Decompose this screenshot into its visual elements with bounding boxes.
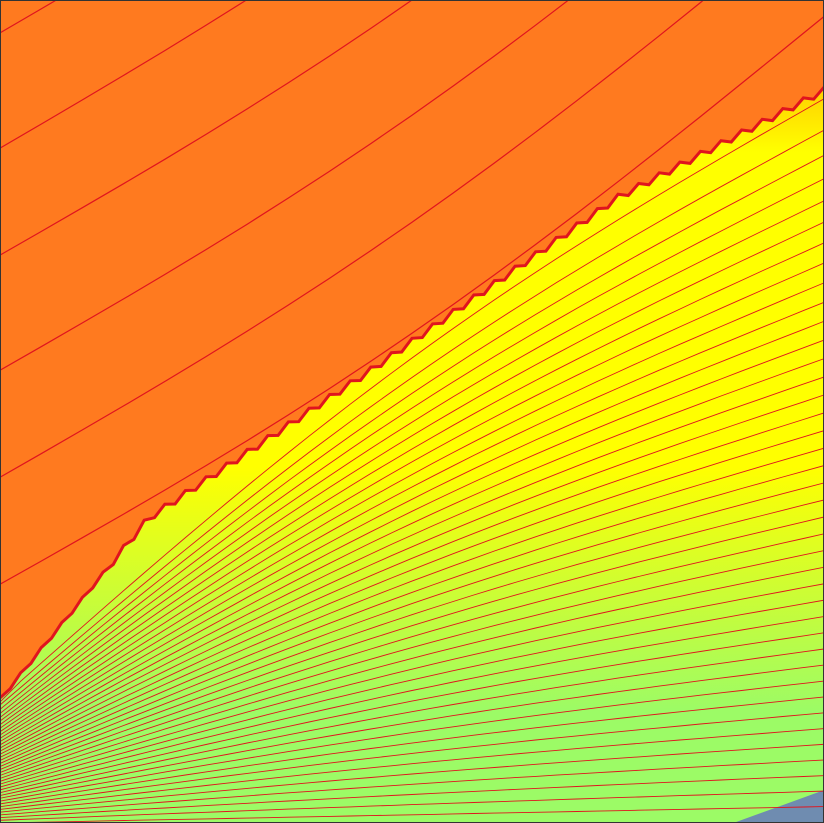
lower-contour-line	[1, 178, 823, 714]
lower-contour-line	[1, 302, 823, 735]
lower-contour-line	[1, 282, 823, 732]
lower-contour-line	[1, 222, 823, 721]
lower-contour-line	[1, 583, 823, 785]
lower-contour-line	[1, 712, 823, 808]
lower-contour-line	[1, 376, 823, 749]
lower-contour-line	[1, 242, 823, 725]
lower-contour-line	[1, 664, 823, 799]
lower-contour-line	[1, 632, 823, 793]
lower-contour-line	[1, 155, 823, 710]
lower-contour-line	[1, 263, 823, 729]
upper-contour-line	[1, 1, 704, 478]
upper-contour-line	[1, 1, 412, 256]
corner-patch	[736, 790, 823, 822]
lower-contour-line	[1, 759, 823, 816]
lower-contour-line	[1, 465, 823, 764]
upper-contour-line	[1, 1, 246, 149]
lower-contour-line	[1, 499, 823, 770]
lower-contour-line	[1, 616, 823, 791]
shock-front-line	[1, 86, 823, 700]
lower-contour-line	[28, 806, 823, 822]
lower-contour-line	[1, 566, 823, 782]
lower-contour-line	[1, 728, 823, 810]
lower-contour-line	[1, 412, 823, 755]
lower-contour-line	[1, 743, 823, 813]
lower-contour-line	[1, 648, 823, 796]
lower-contour-line	[1, 430, 823, 758]
lower-contour-line	[1, 482, 823, 767]
lower-contour-line	[1, 775, 823, 818]
lower-contour-line	[1, 339, 823, 742]
lower-contour-line	[1, 130, 823, 705]
lower-contour-line	[1, 448, 823, 761]
upper-contour-line	[1, 1, 569, 371]
lower-contour-line	[1, 358, 823, 745]
upper-contour-line	[1, 16, 823, 585]
lower-contour-line	[1, 680, 823, 802]
lower-contour-line	[1, 696, 823, 805]
lower-contour-line	[1, 394, 823, 752]
lower-contour-line	[1, 790, 823, 821]
lower-region	[1, 88, 823, 822]
lower-contour-line	[1, 599, 823, 788]
lower-contour-line	[1, 516, 823, 773]
lower-contour-line	[1, 321, 823, 739]
lower-contour-line	[1, 98, 823, 702]
lower-contour-line	[1, 533, 823, 776]
lower-contour-line	[1, 550, 823, 779]
lower-contour-line	[1, 200, 823, 718]
